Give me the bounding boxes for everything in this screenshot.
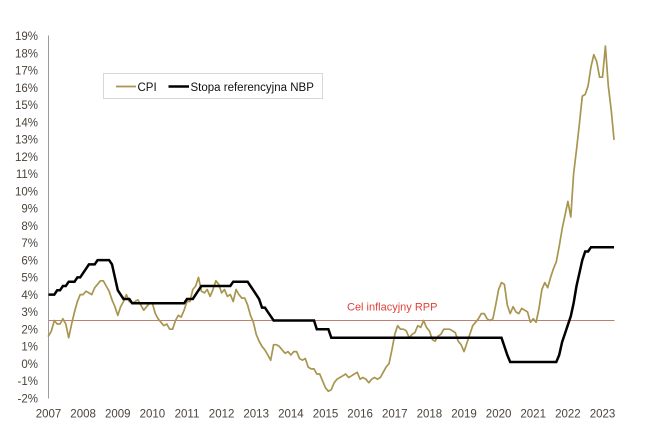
svg-text:14%: 14%	[15, 117, 38, 129]
svg-text:6%: 6%	[21, 255, 38, 267]
svg-text:2021: 2021	[520, 409, 546, 421]
svg-text:4%: 4%	[21, 290, 38, 302]
svg-text:8%: 8%	[21, 221, 38, 233]
svg-text:2018: 2018	[417, 409, 443, 421]
svg-text:2014: 2014	[278, 409, 304, 421]
svg-text:13%: 13%	[15, 135, 38, 147]
svg-text:2023: 2023	[590, 409, 616, 421]
svg-text:CPI: CPI	[138, 82, 157, 94]
svg-text:2011: 2011	[175, 409, 200, 421]
svg-text:-2%: -2%	[18, 394, 38, 406]
svg-text:10%: 10%	[15, 186, 38, 198]
svg-text:2022: 2022	[555, 409, 581, 421]
svg-text:18%: 18%	[15, 48, 38, 60]
svg-text:5%: 5%	[21, 273, 38, 285]
svg-text:2008: 2008	[70, 409, 96, 421]
svg-text:Stopa referencyjna NBP: Stopa referencyjna NBP	[191, 82, 315, 94]
svg-text:9%: 9%	[21, 204, 38, 216]
svg-text:2007: 2007	[36, 409, 62, 421]
svg-text:17%: 17%	[15, 66, 38, 78]
svg-text:2012: 2012	[209, 409, 235, 421]
svg-text:19%: 19%	[15, 31, 38, 43]
svg-text:-1%: -1%	[18, 376, 38, 388]
svg-text:11%: 11%	[16, 169, 38, 181]
svg-text:2010: 2010	[140, 409, 166, 421]
svg-text:2013: 2013	[243, 409, 269, 421]
svg-text:2015: 2015	[313, 409, 339, 421]
svg-text:3%: 3%	[21, 307, 38, 319]
svg-text:2016: 2016	[347, 409, 373, 421]
svg-text:2017: 2017	[382, 409, 408, 421]
svg-text:16%: 16%	[15, 83, 38, 95]
svg-text:2%: 2%	[21, 325, 38, 337]
svg-text:Cel inflacyjny RPP: Cel inflacyjny RPP	[347, 302, 437, 314]
svg-text:15%: 15%	[15, 100, 38, 112]
svg-text:2019: 2019	[451, 409, 477, 421]
svg-text:0%: 0%	[21, 359, 38, 371]
svg-text:2009: 2009	[105, 409, 131, 421]
svg-text:7%: 7%	[21, 238, 38, 250]
svg-text:1%: 1%	[21, 342, 38, 354]
svg-text:12%: 12%	[15, 152, 38, 164]
svg-text:2020: 2020	[486, 409, 512, 421]
